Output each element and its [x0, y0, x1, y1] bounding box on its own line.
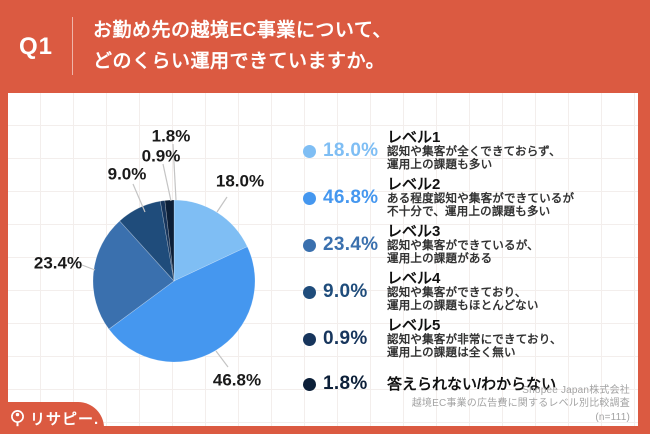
legend-description-line: 運用上の課題がある: [387, 253, 493, 265]
legend-row: 23.4% レベル3 認知や集客ができているが、 運用上の課題がある: [303, 224, 574, 266]
resapy-magnifier-icon: [9, 409, 26, 428]
legend-key: 23.4%: [303, 234, 387, 256]
legend-description-line: 運用上の課題は全く無い: [387, 347, 516, 359]
legend-row: 9.0% レベル4 認知や集客ができており、 運用上の課題もほとんどない: [303, 271, 574, 313]
brand-logo: リサピー.: [0, 402, 104, 434]
legend-text: 答えられない/わからない: [387, 375, 556, 394]
legend-percent: 9.0%: [323, 281, 368, 302]
legend-text: レベル4 認知や集客ができており、 運用上の課題もほとんどない: [387, 271, 539, 313]
legend-description-line: 運用上の課題も多い: [387, 159, 493, 171]
legend-key: 46.8%: [303, 187, 387, 209]
question-title-line1: お勤め先の越境EC事業について、: [93, 20, 392, 41]
legend-level-title: レベル4: [387, 270, 441, 287]
legend-dot-icon: [303, 144, 316, 158]
legend-level-title: レベル5: [387, 317, 441, 334]
legend-text: レベル5 認知や集客が非常にできており、 運用上の課題は全く無い: [387, 318, 562, 360]
legend-percent: 1.8%: [323, 373, 368, 394]
legend-row: 18.0% レベル1 認知や集客が全くできておらず、 運用上の課題も多い: [303, 130, 574, 172]
legend-level-title: レベル3: [387, 223, 441, 240]
header: Q1 お勤め先の越境EC事業について、 どのくらい運用できていますか。: [0, 0, 650, 93]
legend-level-title: レベル2: [387, 176, 441, 193]
source-attribution: Shopee Japan株式会社 越境EC事業の広告費に関するレベル別比較調査 …: [412, 384, 630, 425]
source-survey-title: 越境EC事業の広告費に関するレベル別比較調査: [411, 398, 630, 409]
legend-percent: 23.4%: [323, 234, 379, 255]
legend-description-line: 不十分で、運用上の課題も多い: [387, 206, 551, 218]
legend-description-line: 認知や集客が非常にできており、: [387, 334, 562, 346]
brand-logo-text: リサピー.: [30, 410, 100, 428]
legend-level-title: レベル1: [387, 129, 441, 146]
legend-percent: 0.9%: [323, 328, 368, 349]
legend-key: 1.8%: [303, 373, 387, 395]
legend-description-line: 認知や集客ができているが、: [387, 240, 539, 252]
source-company: Shopee Japan株式会社: [522, 384, 630, 396]
legend: 18.0% レベル1 認知や集客が全くできておらず、 運用上の課題も多い 46.8% レベ…: [303, 130, 574, 395]
legend-description-line: 運用上の課題もほとんどない: [387, 300, 539, 312]
header-divider: [72, 17, 73, 75]
legend-description-line: 認知や集客ができており、: [387, 287, 527, 299]
legend-percent: 46.8%: [323, 187, 379, 208]
legend-description-line: ある程度認知や集客ができているが: [387, 193, 575, 205]
legend-text: レベル1 認知や集客が全くできておらず、 運用上の課題も多い: [387, 130, 561, 172]
legend-key: 18.0%: [303, 140, 387, 162]
question-title: お勤め先の越境EC事業について、 どのくらい運用できていますか。: [93, 15, 392, 77]
legend-row: 0.9% レベル5 認知や集客が非常にできており、 運用上の課題は全く無い: [303, 318, 574, 360]
legend-dot-icon: [303, 377, 316, 391]
question-number: Q1: [18, 32, 53, 60]
legend-text: レベル3 認知や集客ができているが、 運用上の課題がある: [387, 224, 539, 266]
question-title-line2: どのくらい運用できていますか。: [93, 51, 386, 72]
legend-description-line: 認知や集客が全くできておらず、: [387, 146, 561, 158]
legend-dot-icon: [303, 191, 316, 205]
legend-dot-icon: [303, 285, 316, 299]
legend-row: 46.8% レベル2 ある程度認知や集客ができているが 不十分で、運用上の課題も多い: [303, 177, 574, 219]
legend-dot-icon: [303, 238, 316, 252]
legend-answer-label: 答えられない/わからない: [387, 375, 557, 393]
source-sample-size: (n=111): [595, 411, 630, 423]
legend-text: レベル2 ある程度認知や集客ができているが 不十分で、運用上の課題も多い: [387, 177, 574, 219]
legend-percent: 18.0%: [323, 140, 379, 161]
legend-dot-icon: [303, 332, 316, 346]
legend-key: 0.9%: [303, 328, 387, 350]
legend-row: 1.8% 答えられない/わからない: [303, 373, 574, 395]
chart-panel: [8, 93, 638, 426]
legend-key: 9.0%: [303, 281, 387, 303]
